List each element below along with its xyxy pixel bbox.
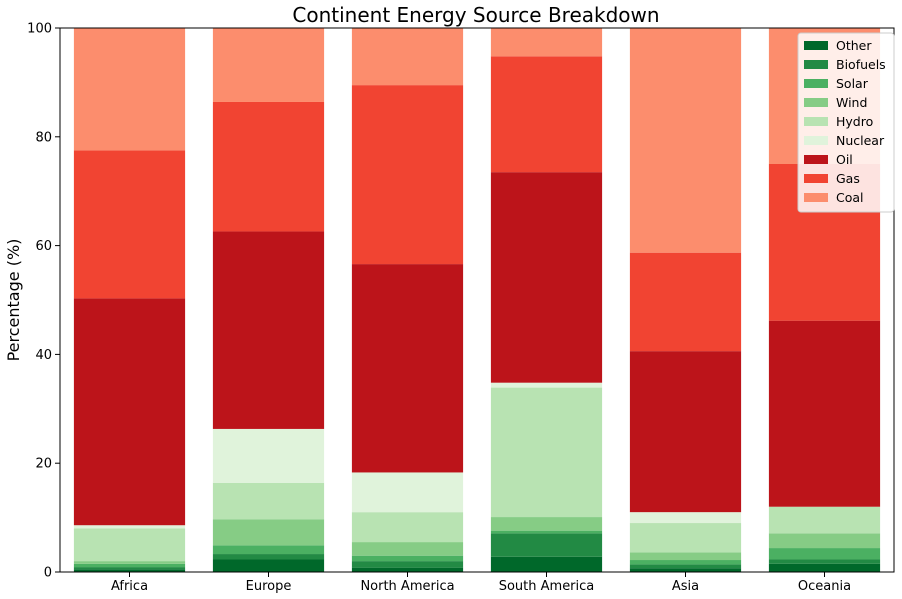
bar-segment <box>629 568 742 572</box>
legend-label: Solar <box>836 76 869 91</box>
bar-segment <box>212 554 325 560</box>
bars-group <box>73 28 881 572</box>
bar-segment <box>351 512 464 543</box>
x-tick-label: Oceania <box>798 579 851 594</box>
bar-segment <box>73 150 186 299</box>
bar-segment <box>351 28 464 86</box>
bar-segment <box>351 264 464 473</box>
bar-segment <box>73 569 186 572</box>
x-tick-label: South America <box>499 579 595 594</box>
bar-segment <box>629 351 742 513</box>
bar-segment <box>212 28 325 102</box>
bar-segment <box>768 548 881 560</box>
bar-segment <box>351 555 464 562</box>
bar-segment <box>351 472 464 513</box>
bar-segment <box>212 231 325 429</box>
bar-segment <box>73 528 186 562</box>
x-tick-label: North America <box>360 579 454 594</box>
bar-segment <box>212 559 325 572</box>
legend-label: Wind <box>836 95 867 110</box>
legend-swatch <box>804 79 828 88</box>
legend-swatch <box>804 98 828 107</box>
legend-label: Hydro <box>836 114 873 129</box>
bar-segment <box>768 506 881 534</box>
bar-segment <box>351 561 464 568</box>
bar-segment <box>73 563 186 568</box>
y-tick-label: 40 <box>35 348 52 363</box>
x-axis: Africa Europe North America South America As… <box>111 572 851 594</box>
bar-segment <box>490 28 603 57</box>
bar-segment <box>351 567 464 572</box>
x-tick-label: Africa <box>111 579 148 594</box>
legend-label: Other <box>836 38 872 53</box>
legend-label: Coal <box>836 190 864 205</box>
y-tick-label: 0 <box>44 566 52 581</box>
bar-segment <box>490 530 603 534</box>
bar-segment <box>768 533 881 549</box>
bar-segment <box>768 563 881 572</box>
bar-segment <box>490 387 603 518</box>
bar-segment <box>629 252 742 352</box>
bar-segment <box>490 556 603 572</box>
legend-swatch <box>804 174 828 183</box>
bar-segment <box>629 560 742 565</box>
x-tick-label: Europe <box>246 579 292 594</box>
bar-segment <box>490 382 603 388</box>
y-tick-label: 60 <box>35 239 52 254</box>
bar-segment <box>629 523 742 553</box>
y-tick-label: 80 <box>35 130 52 145</box>
bar-segment <box>490 172 603 383</box>
x-tick-label: Asia <box>672 579 699 594</box>
bar-segment <box>73 525 186 529</box>
legend-box <box>797 32 895 213</box>
plot-frame <box>59 27 895 573</box>
bar-segment <box>212 482 325 520</box>
bar-segment <box>490 56 603 173</box>
bar-segment <box>629 552 742 561</box>
bar-segment <box>212 545 325 555</box>
legend-swatch <box>804 117 828 126</box>
chart-title: Continent Energy Source Breakdown <box>292 3 659 27</box>
bar-segment <box>73 567 186 570</box>
legend: Other Biofuels Solar Wind Hydro Nuclear Oil Gas… <box>797 32 895 213</box>
bar-segment <box>490 533 603 557</box>
legend-swatch <box>804 136 828 145</box>
legend-swatch <box>804 193 828 202</box>
bar-segment <box>73 28 186 151</box>
legend-label: Oil <box>836 152 853 167</box>
y-tick-label: 20 <box>35 457 52 472</box>
bar-segment <box>768 559 881 564</box>
legend-label: Biofuels <box>836 57 886 72</box>
legend-swatch <box>804 41 828 50</box>
bar-segment <box>212 101 325 232</box>
legend-swatch <box>804 155 828 164</box>
y-axis-label: Percentage (%) <box>4 239 23 362</box>
bar-segment <box>351 542 464 556</box>
bar-segment <box>490 517 603 531</box>
legend-label: Nuclear <box>836 133 885 148</box>
y-axis: 0 20 40 60 80 100 <box>27 22 60 581</box>
legend-label: Gas <box>836 171 860 186</box>
bar-segment <box>629 512 742 524</box>
bar-segment <box>212 519 325 546</box>
bar-segment <box>73 298 186 526</box>
y-tick-label: 100 <box>27 22 52 37</box>
legend-swatch <box>804 60 828 69</box>
bar-segment <box>629 564 742 569</box>
bar-segment <box>73 561 186 564</box>
bar-segment <box>629 28 742 253</box>
bar-segment <box>768 320 881 507</box>
bar-segment <box>212 428 325 483</box>
bar-segment <box>351 85 464 265</box>
